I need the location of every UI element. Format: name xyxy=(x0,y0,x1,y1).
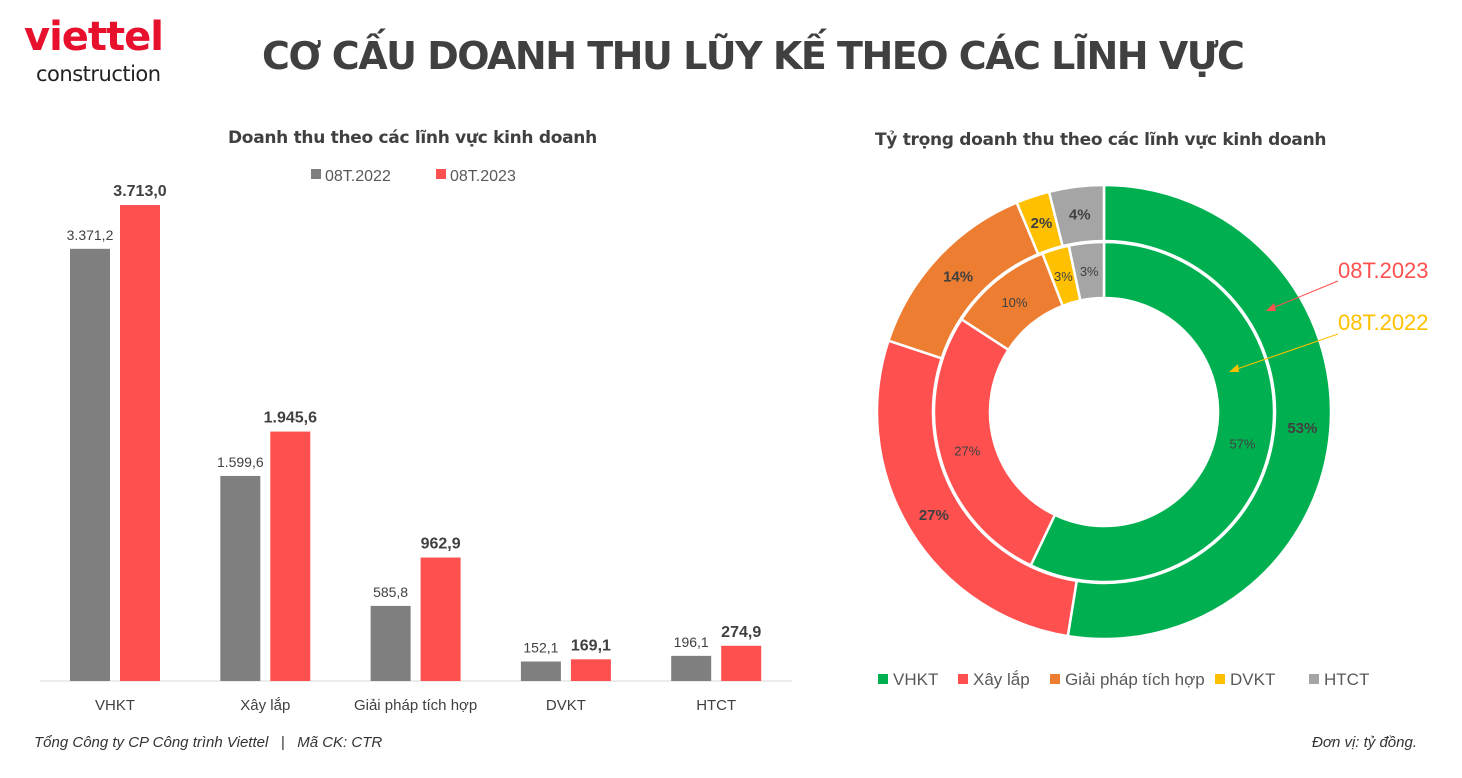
logo-construction: construction xyxy=(36,62,161,86)
arrow-head-icon xyxy=(1266,303,1276,311)
bar-value-label: 585,8 xyxy=(373,584,408,600)
page-title: CƠ CẤU DOANH THU LŨY KẾ THEO CÁC LĨNH VỰ… xyxy=(262,34,1245,78)
bar-value-label: 962,9 xyxy=(421,536,461,553)
donut-percent-label: 2% xyxy=(1031,215,1053,232)
footer-company: Tổng Công ty CP Công trình Viettel | Mã … xyxy=(34,734,383,751)
donut-chart: 53% 27% 14% 2% 4% 57% 27% 10% 3% 3% 08T.2023 08T.20… xyxy=(875,183,1429,689)
x-tick-label: DVKT xyxy=(546,697,586,714)
bar-chart-title: Doanh thu theo các lĩnh vực kinh doanh xyxy=(228,128,597,148)
bar-value-label: 1.945,6 xyxy=(264,410,317,427)
bar-value-label: 152,1 xyxy=(523,640,558,656)
donut-percent-label: 27% xyxy=(954,443,980,458)
logo-viettel: viettel xyxy=(24,14,164,60)
donut-percent-label: 27% xyxy=(919,507,949,524)
legend-label: HTCT xyxy=(1324,670,1369,689)
bar-08T.2022-Giải pháp tích hợp xyxy=(370,605,411,681)
legend-swatch-08T.2022 xyxy=(311,169,321,179)
legend-label: 08T.2022 xyxy=(325,168,391,185)
legend-swatch-DVKT xyxy=(1215,674,1225,684)
x-tick-label: VHKT xyxy=(95,697,135,714)
bar-08T.2023-Giải pháp tích hợp xyxy=(420,557,461,681)
donut-percent-label: 10% xyxy=(1001,295,1027,310)
bar-value-label: 1.599,6 xyxy=(217,454,264,470)
donut-percent-label: 3% xyxy=(1080,264,1099,279)
bar-08T.2023-DVKT xyxy=(570,659,611,681)
x-tick-label: Giải pháp tích hợp xyxy=(354,697,477,714)
bar-chart: 08T.2022 08T.2023 3.371,2 3.713,0 VHKT 1.599,… xyxy=(40,168,792,714)
donut-percent-label: 53% xyxy=(1287,420,1317,437)
legend-label: VHKT xyxy=(893,670,938,689)
legend-label: Giải pháp tích hợp xyxy=(1065,670,1205,689)
bar-value-label: 169,1 xyxy=(571,637,611,654)
bar-08T.2022-VHKT xyxy=(70,248,110,681)
bar-08T.2022-HTCT xyxy=(671,655,712,681)
legend-swatch-HTCT xyxy=(1309,674,1319,684)
legend-swatch-Xây lắp xyxy=(958,674,968,684)
annotation-arrow-2022 xyxy=(1233,333,1339,371)
annotation-arrow-2023 xyxy=(1269,280,1339,310)
legend-label: DVKT xyxy=(1230,670,1275,689)
footer-unit: Đơn vị: tỷ đồng. xyxy=(1312,734,1417,751)
donut-slice-08T.2022-Xây lắp xyxy=(932,317,1057,568)
donut-slice-08T.2022-VHKT xyxy=(1029,240,1276,584)
annotation-label-2022: 08T.2022 xyxy=(1338,310,1429,335)
legend-swatch-08T.2023 xyxy=(436,169,446,179)
donut-percent-label: 14% xyxy=(943,269,973,286)
legend-swatch-VHKT xyxy=(878,674,888,684)
arrow-head-icon xyxy=(1229,364,1239,372)
donut-slice-08T.2022-HTCT xyxy=(1067,240,1106,302)
bar-08T.2022-Xây lắp xyxy=(220,475,261,681)
bar-value-label: 3.713,0 xyxy=(113,183,166,200)
bar-08T.2023-HTCT xyxy=(721,645,762,681)
bar-08T.2022-DVKT xyxy=(520,661,561,681)
bar-value-label: 3.371,2 xyxy=(67,227,114,243)
donut-percent-label: 57% xyxy=(1229,436,1255,451)
donut-chart-title: Tỷ trọng doanh thu theo các lĩnh vực kin… xyxy=(875,130,1327,150)
bar-value-label: 274,9 xyxy=(721,624,761,641)
legend-swatch-Giải pháp tích hợp xyxy=(1050,674,1060,684)
legend-label: 08T.2023 xyxy=(450,168,516,185)
legend-label: Xây lắp xyxy=(973,670,1030,689)
x-tick-label: Xây lắp xyxy=(240,697,290,714)
x-tick-label: HTCT xyxy=(696,697,736,714)
donut-percent-label: 3% xyxy=(1054,269,1073,284)
annotation-label-2023: 08T.2023 xyxy=(1338,258,1429,283)
bar-value-label: 196,1 xyxy=(674,634,709,650)
bar-08T.2023-VHKT xyxy=(120,205,160,681)
donut-percent-label: 4% xyxy=(1069,206,1091,223)
bar-08T.2023-Xây lắp xyxy=(270,431,311,681)
